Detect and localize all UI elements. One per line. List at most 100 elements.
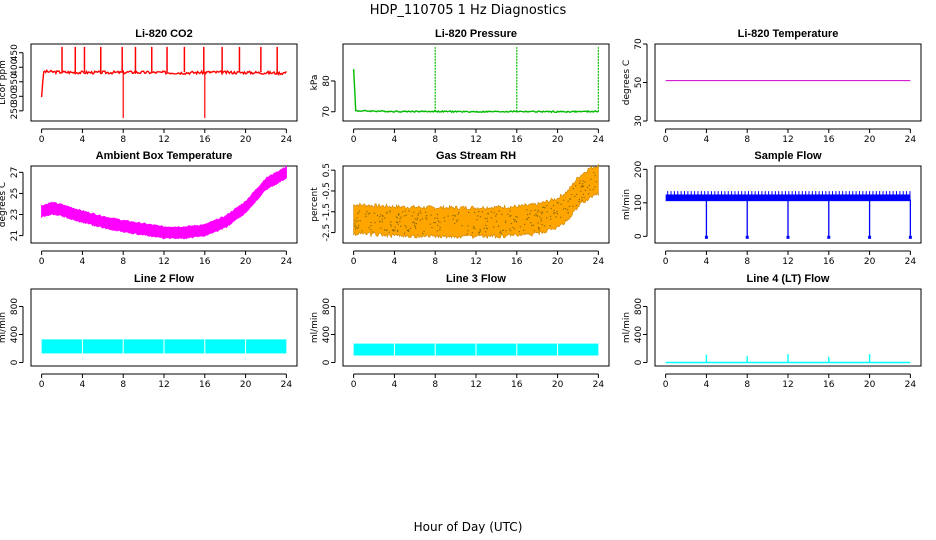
y-tick-label: 450: [10, 44, 20, 61]
data-point: [500, 230, 502, 232]
data-point: [484, 231, 487, 233]
data-point: [509, 210, 511, 212]
data-point: [396, 221, 399, 223]
panel-title: Line 2 Flow: [134, 273, 194, 285]
panel-title: Ambient Box Temperature: [96, 150, 233, 162]
data-point: [569, 198, 571, 200]
data-point: [388, 231, 390, 233]
data-point: [414, 222, 416, 224]
x-tick-label: 0: [39, 380, 45, 390]
plot-frame: [654, 43, 922, 122]
x-tick-label: 4: [392, 380, 398, 390]
data-point: [578, 201, 580, 203]
y-tick-label: 0: [10, 359, 20, 365]
data-point: [436, 213, 439, 216]
data-point: [524, 223, 526, 225]
data-point: [397, 213, 399, 215]
y-tick-label: 0: [634, 233, 644, 239]
x-tick-label: 4: [80, 257, 86, 267]
data-point: [530, 222, 532, 224]
x-tick-label: 4: [392, 257, 398, 267]
data-point: [356, 217, 358, 219]
data-point: [563, 208, 565, 210]
data-point: [357, 227, 359, 229]
y-tick-label: 250: [10, 102, 20, 119]
x-tick-label: 4: [80, 135, 86, 145]
x-tick-label: 20: [240, 380, 252, 390]
data-point: [584, 189, 587, 191]
data-point: [580, 190, 582, 192]
data-point: [379, 216, 381, 218]
data-point: [434, 217, 436, 219]
data-point: [540, 218, 542, 220]
data-point: [535, 213, 537, 215]
plot-frame: [30, 288, 298, 367]
data-point: [457, 213, 459, 215]
data-point: [504, 221, 506, 224]
data-point: [414, 218, 416, 220]
data-point: [425, 214, 428, 217]
panel-2: Li-820 Temperature 0 4 8 12 16 20 24 30 50 70degre…: [622, 28, 922, 145]
data-point: [527, 213, 529, 216]
data-point: [484, 217, 486, 220]
data-point: [413, 221, 415, 223]
data-point: [415, 223, 418, 225]
data-point: [546, 205, 548, 207]
y-tick-label: 0: [322, 359, 332, 365]
data-point: [394, 229, 396, 231]
x-tick-label: 4: [704, 257, 710, 267]
data-point: [552, 205, 555, 207]
data-point: [499, 232, 501, 234]
y-tick-label: 80: [322, 75, 332, 87]
data-point: [533, 215, 536, 217]
data-point: [473, 225, 475, 228]
data-point: [518, 231, 520, 233]
data-point: [516, 221, 518, 223]
y-axis-label: degrees C: [0, 182, 8, 227]
data-point: [394, 226, 396, 228]
data-point: [398, 213, 400, 215]
data-point: [476, 219, 478, 221]
data-point: [543, 225, 546, 227]
data-point: [549, 215, 552, 217]
x-tick-label: 0: [663, 380, 669, 390]
x-tick-label: 0: [39, 135, 45, 145]
data-point: [357, 226, 359, 228]
data-point: [413, 211, 415, 213]
plot-frame: [342, 288, 610, 367]
data-point: [505, 230, 507, 232]
data-point: [592, 188, 594, 191]
data-point: [401, 211, 404, 213]
data-point: [546, 217, 548, 219]
data-point: [447, 215, 449, 217]
data-point: [431, 226, 433, 229]
data-point: [483, 227, 485, 229]
data-point: [366, 211, 368, 213]
data-point: [583, 185, 585, 188]
data-point: [581, 196, 583, 198]
data-point: [485, 225, 487, 227]
data-point: [444, 220, 446, 222]
data-point: [405, 214, 407, 216]
data-point: [437, 220, 439, 222]
data-point: [434, 221, 436, 224]
data-point: [380, 227, 382, 229]
plot-frame: [654, 288, 922, 367]
data-point: [509, 228, 511, 230]
x-tick-label: 0: [351, 380, 357, 390]
data-point: [537, 209, 539, 211]
data-point: [357, 220, 359, 222]
x-tick-label: 12: [158, 135, 169, 145]
data-point: [567, 212, 569, 214]
data-point: [481, 211, 483, 213]
panel-title: Li-820 Temperature: [738, 28, 839, 40]
data-point: [490, 217, 492, 219]
data-point: [595, 181, 597, 183]
data-point: [562, 199, 565, 201]
data-point: [827, 235, 831, 239]
y-tick-label: 0: [634, 359, 644, 365]
data-point: [423, 230, 425, 233]
data-point: [487, 213, 489, 215]
